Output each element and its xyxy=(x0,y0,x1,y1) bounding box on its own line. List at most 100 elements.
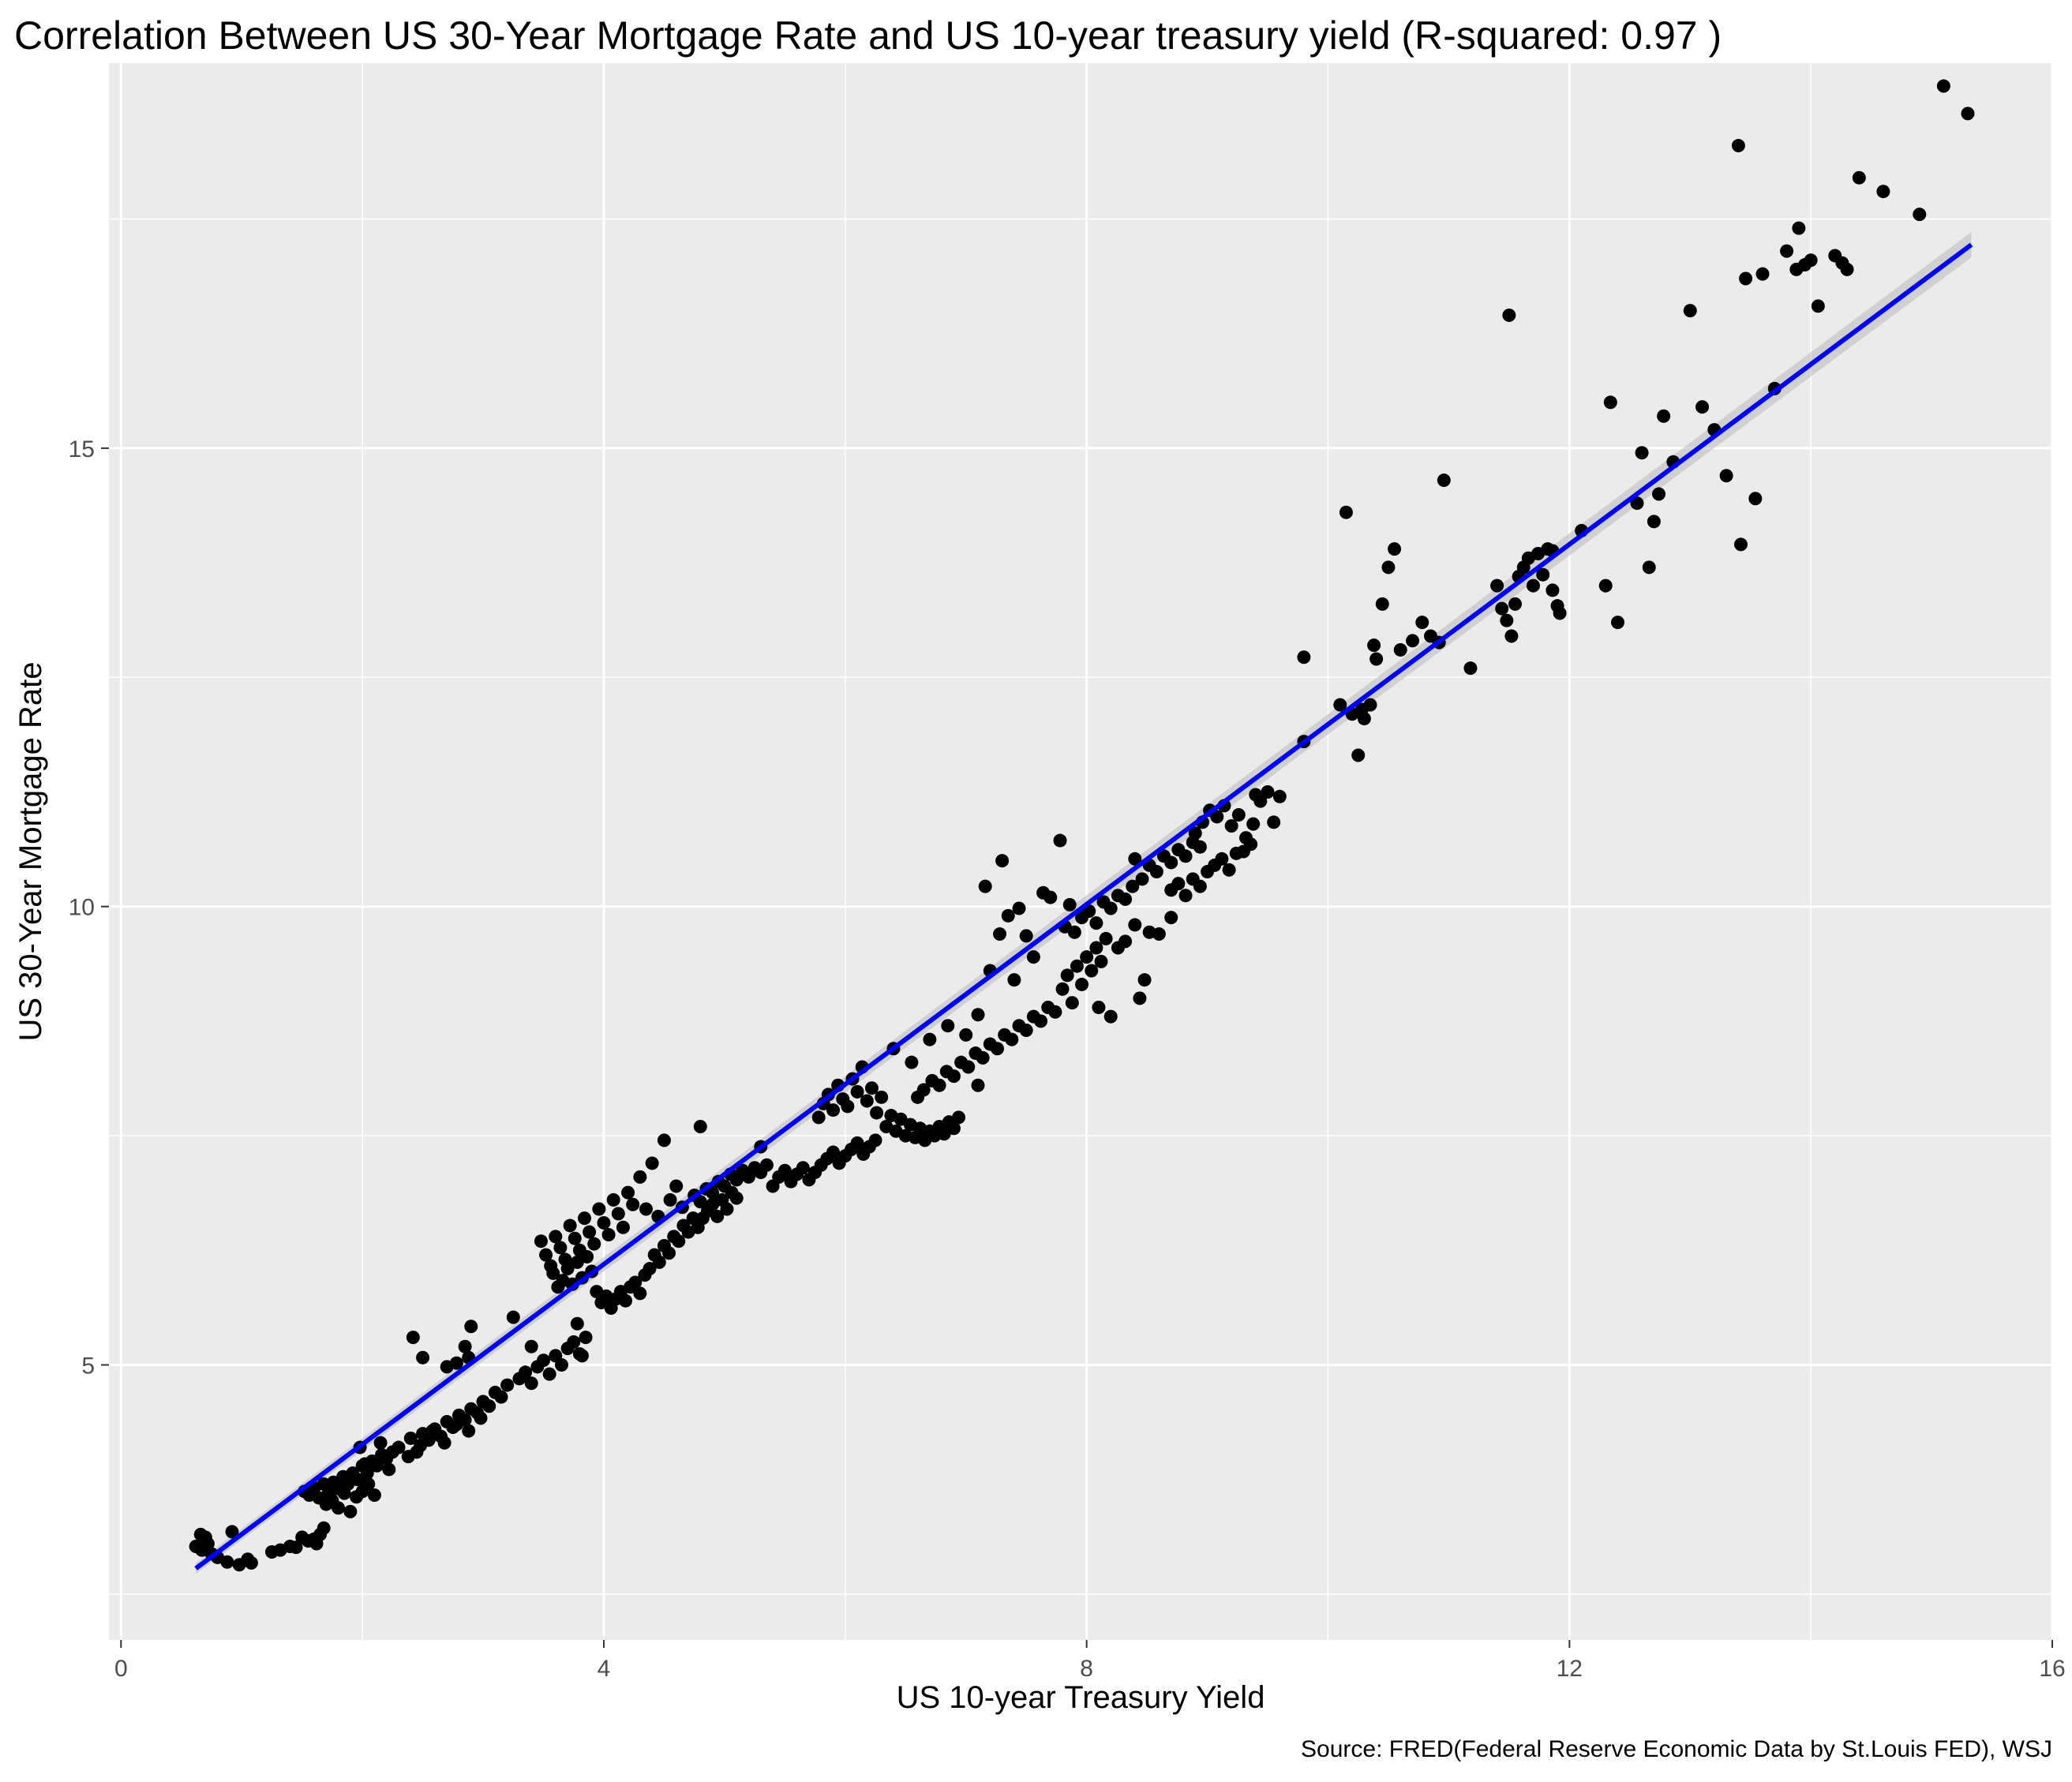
data-point xyxy=(1152,927,1166,942)
data-point xyxy=(1164,911,1178,925)
data-point xyxy=(1835,256,1849,270)
data-point xyxy=(796,1161,810,1175)
data-point xyxy=(1657,409,1671,423)
data-point xyxy=(1089,941,1103,955)
data-point xyxy=(841,1099,855,1114)
data-point xyxy=(606,1192,620,1207)
data-point xyxy=(1085,964,1099,978)
data-point xyxy=(1012,901,1026,915)
data-point xyxy=(549,1230,563,1244)
data-point xyxy=(729,1191,744,1205)
data-point xyxy=(416,1350,430,1365)
data-point xyxy=(639,1202,653,1216)
data-point xyxy=(1393,642,1407,657)
data-point xyxy=(583,1225,597,1239)
data-point xyxy=(1536,567,1550,582)
data-point xyxy=(1070,959,1084,973)
data-point xyxy=(369,1458,384,1473)
data-point xyxy=(1267,815,1281,829)
data-point xyxy=(542,1367,556,1381)
data-point xyxy=(343,1504,358,1518)
data-point xyxy=(1055,982,1070,996)
data-point xyxy=(560,1262,575,1276)
data-point xyxy=(923,1032,937,1046)
data-point xyxy=(1610,616,1624,630)
data-point xyxy=(1075,977,1089,991)
data-point xyxy=(626,1197,640,1211)
data-point xyxy=(611,1207,625,1221)
data-point xyxy=(537,1353,551,1368)
data-point xyxy=(482,1399,496,1413)
data-point xyxy=(1062,897,1077,912)
data-point xyxy=(1463,661,1478,676)
data-point xyxy=(1913,208,1927,222)
data-point xyxy=(1357,712,1371,726)
data-point xyxy=(1961,107,1975,121)
data-point xyxy=(474,1411,488,1425)
data-point xyxy=(1019,929,1033,943)
data-point xyxy=(633,1286,647,1301)
data-point xyxy=(645,1156,659,1170)
data-point xyxy=(1695,400,1710,414)
data-point xyxy=(225,1525,239,1539)
data-point xyxy=(580,1249,594,1263)
data-point xyxy=(976,1050,990,1065)
data-point xyxy=(1500,613,1514,627)
data-point xyxy=(1502,308,1516,322)
data-point xyxy=(350,1473,365,1487)
data-point xyxy=(1598,578,1613,593)
data-point xyxy=(870,1106,884,1120)
data-point xyxy=(367,1488,381,1502)
data-point xyxy=(220,1555,234,1569)
data-point xyxy=(1683,304,1697,318)
data-point xyxy=(406,1331,420,1345)
data-point xyxy=(759,1158,774,1172)
data-point xyxy=(850,1136,864,1150)
data-point xyxy=(414,1439,428,1453)
data-point xyxy=(403,1431,418,1445)
data-point xyxy=(669,1179,684,1193)
data-point xyxy=(1388,542,1402,556)
data-point xyxy=(993,927,1007,942)
chart-title: Correlation Between US 30-Year Mortgage … xyxy=(14,13,1722,58)
data-point xyxy=(1007,973,1021,987)
data-point xyxy=(1748,492,1763,506)
x-axis-title: US 10-year Treasury Yield xyxy=(897,1680,1265,1715)
data-point xyxy=(494,1390,508,1404)
data-point xyxy=(437,1436,451,1450)
data-point xyxy=(1333,698,1347,712)
data-point xyxy=(826,1145,841,1159)
data-point xyxy=(524,1376,538,1391)
data-point xyxy=(1792,221,1806,235)
data-point xyxy=(553,1241,568,1255)
data-point xyxy=(458,1339,472,1353)
fit-line-group xyxy=(194,242,1973,1570)
data-point xyxy=(1719,469,1733,483)
data-point xyxy=(850,1084,864,1099)
axes: 0 4 8 12 16 5 10 15 xyxy=(69,436,2066,1682)
y-tick-label: 10 xyxy=(69,895,95,921)
data-point xyxy=(643,1262,657,1276)
data-point xyxy=(241,1552,255,1567)
data-point xyxy=(1739,271,1753,286)
data-point xyxy=(567,1335,581,1349)
data-point xyxy=(1060,968,1074,983)
data-point xyxy=(1363,698,1377,712)
data-point xyxy=(1553,606,1567,620)
data-point xyxy=(1437,474,1451,488)
data-point xyxy=(1369,652,1384,666)
data-point xyxy=(932,1078,946,1092)
data-point xyxy=(539,1248,553,1262)
data-point xyxy=(916,1083,931,1097)
data-point xyxy=(570,1316,584,1331)
data-point xyxy=(1133,991,1147,1005)
data-point xyxy=(1026,950,1040,964)
data-point xyxy=(1210,810,1224,824)
data-point xyxy=(1546,583,1560,597)
x-tick-label: 16 xyxy=(2039,1656,2065,1682)
data-point xyxy=(568,1231,582,1245)
data-point xyxy=(952,1110,966,1125)
data-point xyxy=(1642,560,1656,575)
data-point xyxy=(1005,1032,1019,1046)
data-point xyxy=(621,1185,635,1200)
